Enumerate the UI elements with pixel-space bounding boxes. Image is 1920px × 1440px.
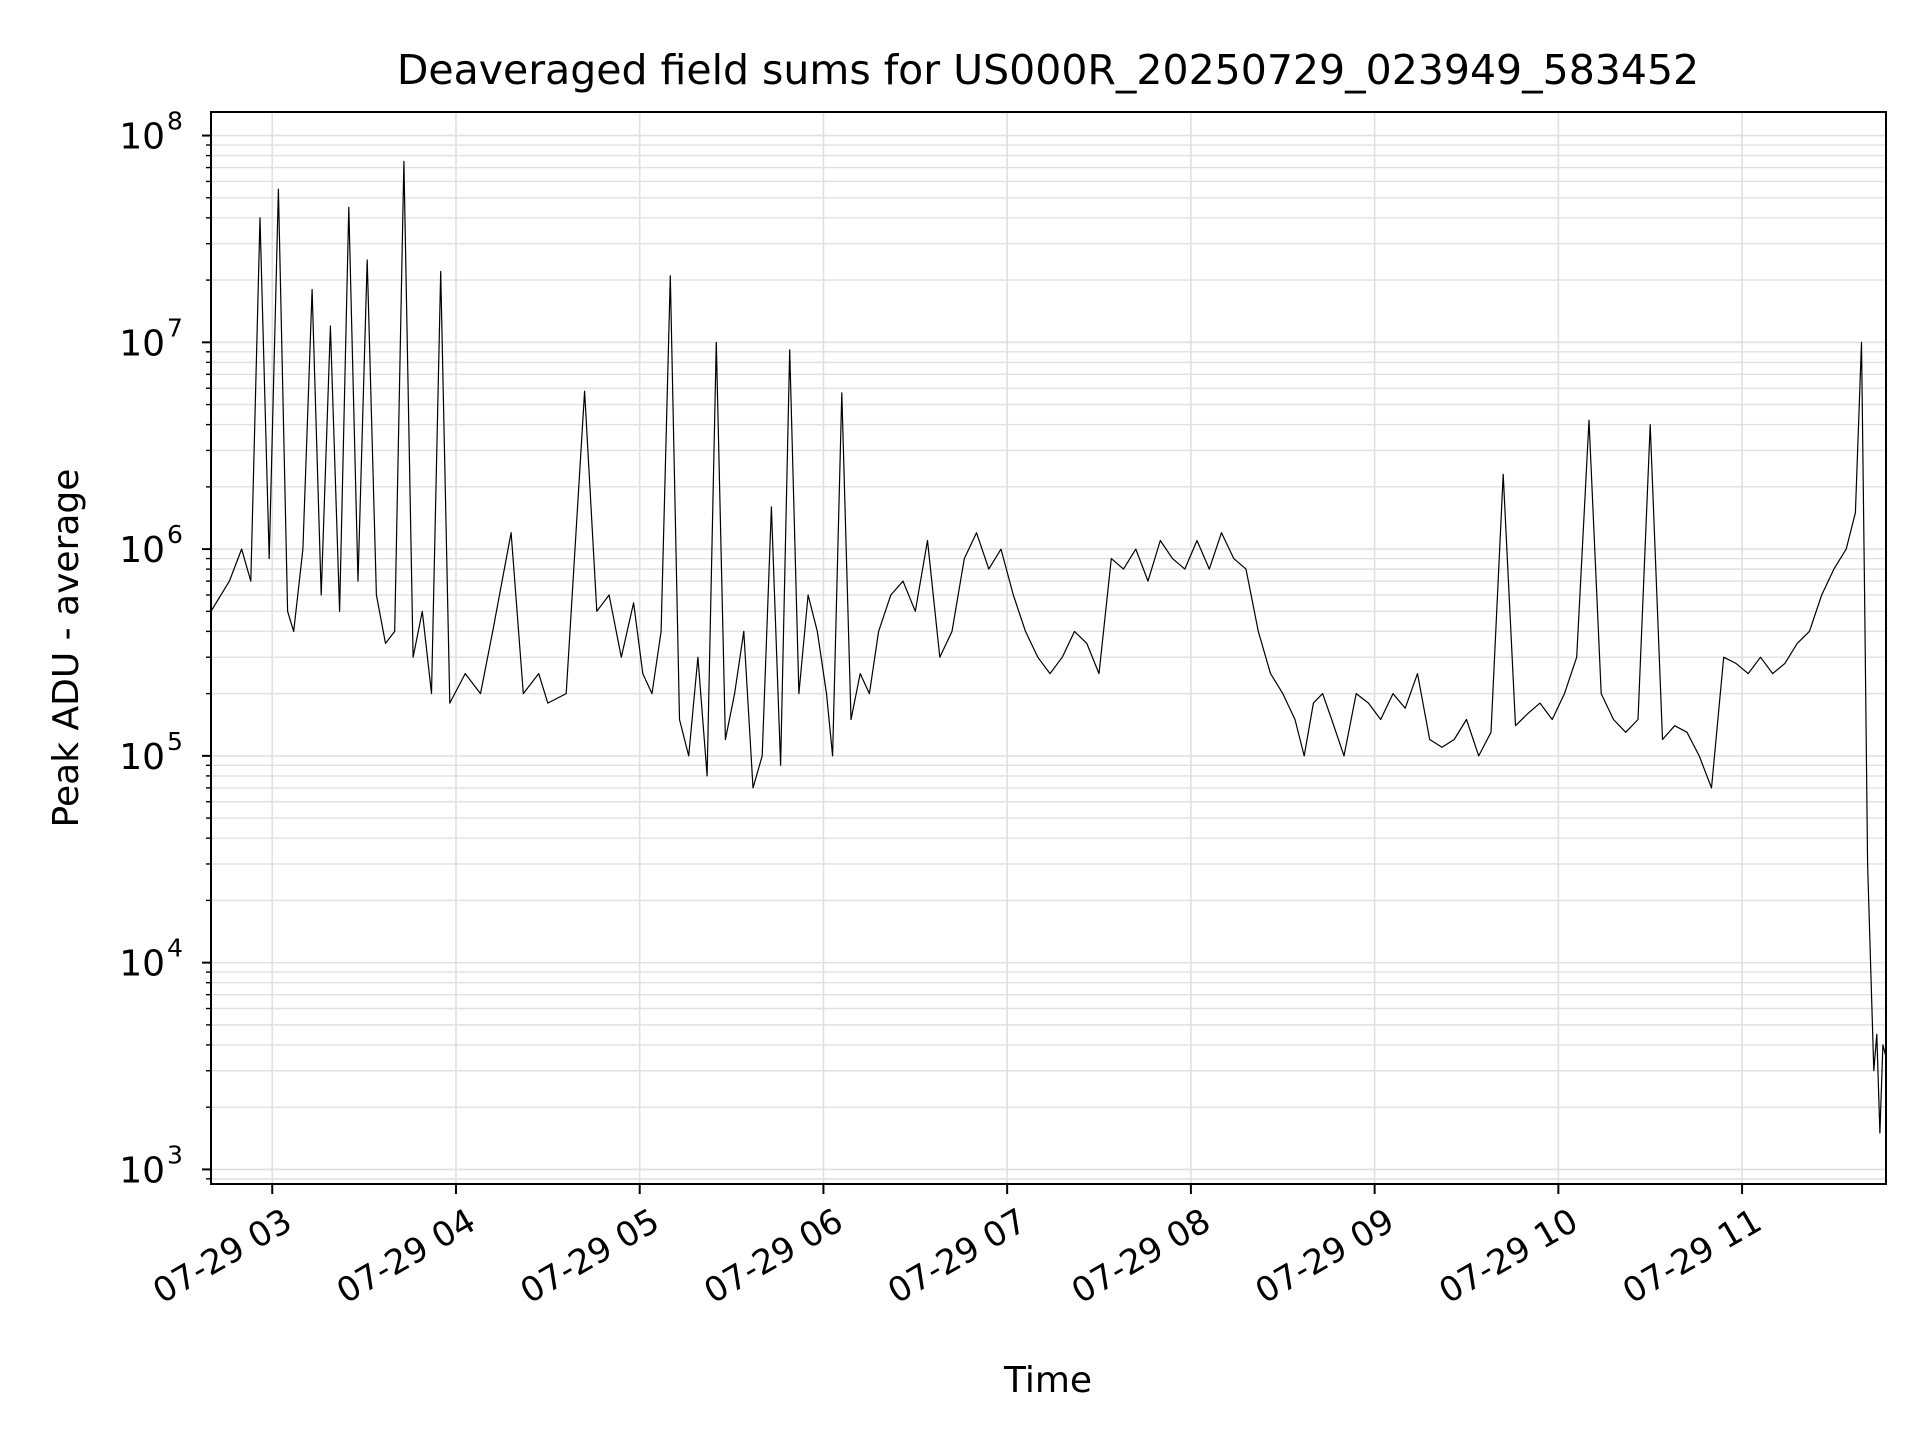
y-tick-label: 10 (119, 530, 165, 571)
series-line (211, 160, 1886, 1134)
y-tick-label-exponent: 6 (167, 520, 183, 549)
y-tick-label: 10 (119, 737, 165, 778)
y-tick-label-exponent: 3 (167, 1140, 183, 1169)
y-axis-label: Peak ADU - average (46, 469, 87, 828)
y-tick-label: 10 (119, 323, 165, 364)
plot-frame (210, 111, 1887, 1185)
y-tick-label: 10 (119, 944, 165, 985)
y-tick-label-exponent: 5 (167, 727, 183, 756)
x-axis-label: Time (1003, 1360, 1092, 1401)
grid-lines (211, 112, 1886, 1184)
y-tick-label-exponent: 8 (167, 107, 183, 136)
y-tick-label-exponent: 7 (167, 313, 183, 342)
y-tick-label: 10 (119, 117, 165, 158)
chart-title: Deaveraged field sums for US000R_2025072… (397, 46, 1699, 94)
y-tick-label: 10 (119, 1150, 165, 1191)
y-tick-label-exponent: 4 (167, 934, 183, 963)
